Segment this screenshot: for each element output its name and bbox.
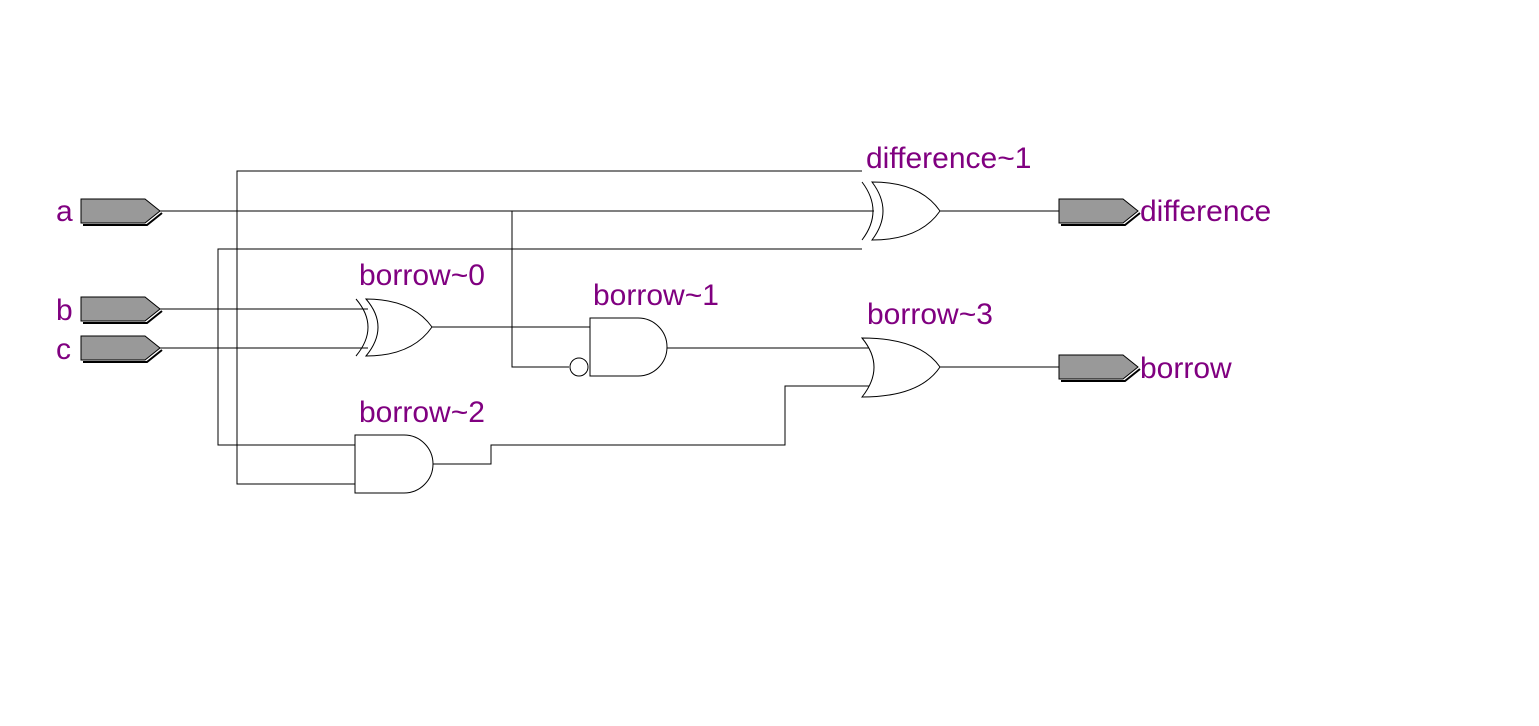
difference-1-xor-gate — [861, 181, 941, 241]
wire-a-to-borrow1-inverted — [511, 211, 569, 368]
input-label-b: b — [56, 294, 73, 327]
borrow-3-or-body — [860, 337, 941, 398]
borrow-0-xor-gate — [355, 298, 433, 357]
output-port-borrow — [1058, 354, 1141, 382]
output-port-borrow-shadow — [1061, 368, 1141, 382]
gate-label-borrow-2: borrow~2 — [359, 396, 485, 429]
borrow-1-inversion-bubble — [569, 357, 589, 377]
labels: a b c difference borrow difference~1 bor… — [56, 142, 1271, 429]
input-port-a-shadow — [83, 212, 163, 226]
output-port-difference-shadow — [1061, 212, 1141, 226]
output-port-difference-shape — [1058, 198, 1139, 224]
output-port-borrow-shape — [1058, 354, 1139, 380]
input-port-a — [80, 198, 163, 226]
input-port-b-shape — [80, 296, 161, 322]
difference-1-xor-input-arc — [861, 181, 874, 241]
input-port-c-shape — [80, 335, 161, 361]
input-label-c: c — [56, 333, 71, 366]
input-label-a: a — [56, 195, 73, 228]
borrow-1-and-gate — [569, 317, 668, 377]
borrow-2-and-gate — [354, 434, 434, 494]
output-label-borrow: borrow — [1140, 352, 1232, 385]
borrow-1-and-body — [589, 317, 668, 377]
borrow-2-and-body — [354, 434, 434, 494]
gate-label-difference-1: difference~1 — [866, 142, 1031, 175]
gate-label-borrow-0: borrow~0 — [359, 259, 485, 292]
wire-borrow2-to-borrow3 — [433, 385, 874, 465]
gate-label-borrow-1: borrow~1 — [593, 279, 719, 312]
output-port-difference — [1058, 198, 1141, 226]
borrow-3-or-gate — [860, 337, 941, 398]
wires — [160, 170, 1059, 485]
input-port-b-shadow — [83, 310, 163, 324]
borrow-0-xor-input-arc — [355, 298, 369, 357]
difference-1-xor-body — [870, 181, 941, 241]
input-port-c-shadow — [83, 349, 163, 363]
gate-label-borrow-3: borrow~3 — [867, 298, 993, 331]
output-label-difference: difference — [1140, 195, 1271, 228]
input-port-c — [80, 335, 163, 363]
borrow-0-xor-body — [364, 298, 433, 357]
input-port-a-shape — [80, 198, 161, 224]
input-port-b — [80, 296, 163, 324]
wire-b-bus-to-difference-gate — [236, 170, 862, 485]
wire-c-bus-to-difference-gate — [217, 248, 862, 446]
